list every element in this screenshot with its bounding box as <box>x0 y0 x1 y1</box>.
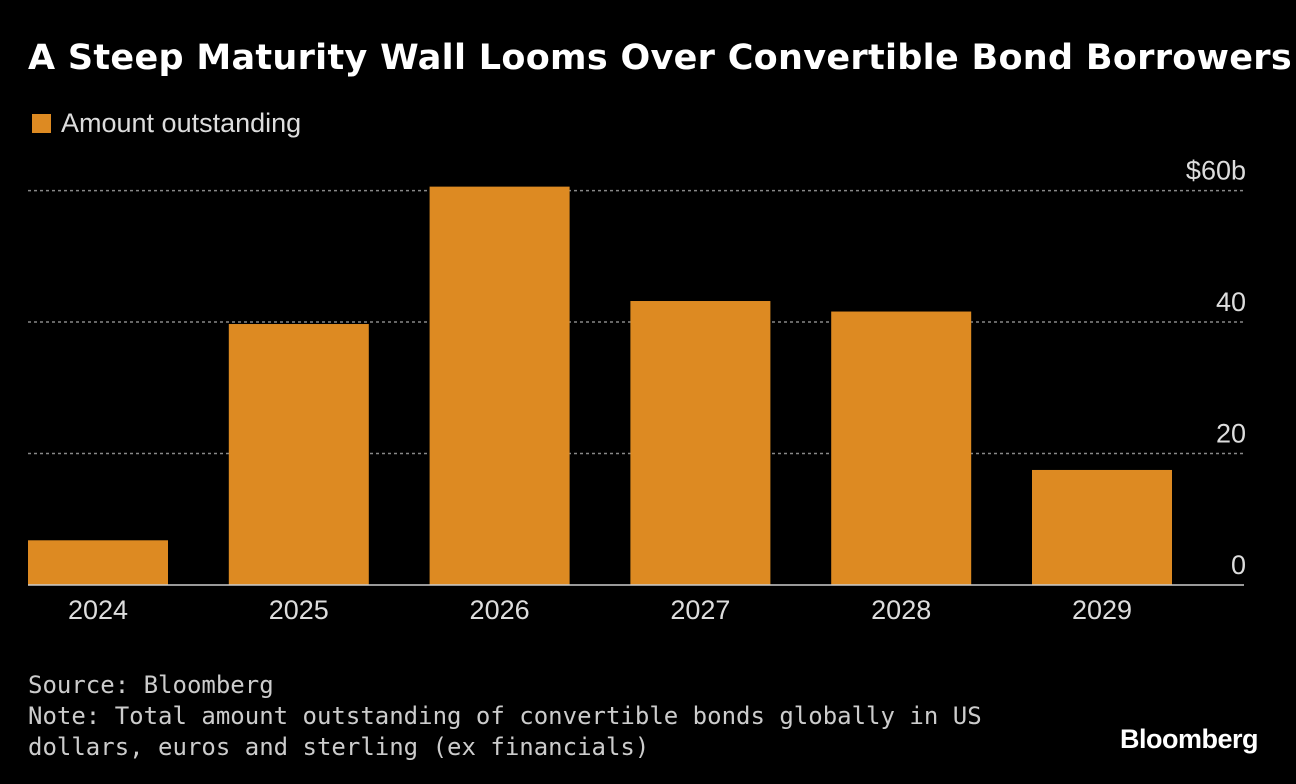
bar <box>429 186 570 585</box>
bar <box>831 311 972 585</box>
bar <box>28 540 168 585</box>
legend-swatch <box>32 114 51 133</box>
y-tick-label: 20 <box>1216 419 1246 449</box>
footnote: Note: Total amount outstanding of conver… <box>28 702 982 761</box>
x-tick-label: 2027 <box>670 595 730 625</box>
legend: Amount outstanding <box>32 108 301 139</box>
bar <box>1032 469 1172 585</box>
brand-logo: Bloomberg <box>1119 724 1259 754</box>
x-tick-label: 2026 <box>470 595 530 625</box>
y-tick-label: 0 <box>1231 550 1246 580</box>
x-tick-label: 2029 <box>1072 595 1132 625</box>
x-tick-label: 2024 <box>68 595 128 625</box>
x-tick-label: 2028 <box>871 595 931 625</box>
bar <box>630 301 771 585</box>
x-tick-label: 2025 <box>269 595 329 625</box>
chart-title: A Steep Maturity Wall Looms Over Convert… <box>28 38 1292 78</box>
legend-label: Amount outstanding <box>61 108 302 138</box>
y-tick-label: $60b <box>1186 156 1246 186</box>
source-note: Source: Bloomberg <box>28 671 274 699</box>
bar <box>228 324 369 585</box>
y-tick-label: 40 <box>1216 287 1246 317</box>
